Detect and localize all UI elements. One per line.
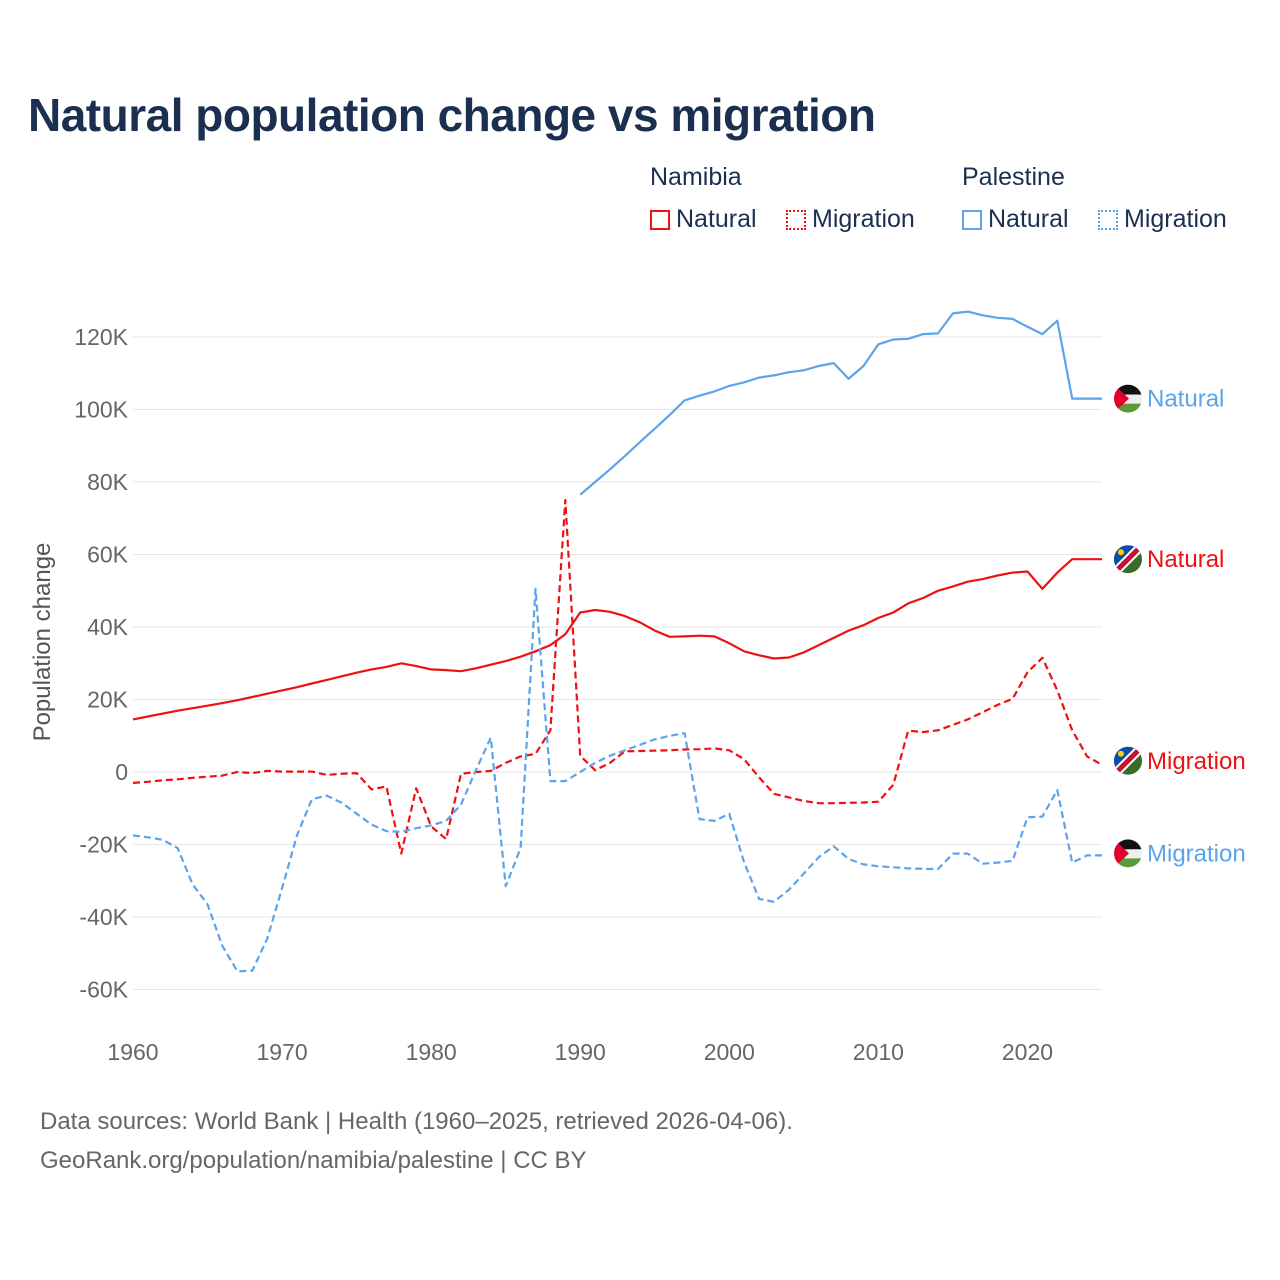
x-tick-label: 2000 [704,1039,755,1065]
footer-sources: Data sources: World Bank | Health (1960–… [40,1108,793,1135]
legend-swatch-dotted [786,209,806,230]
series-line-palestine-natural [579,310,1102,496]
x-tick-label: 1980 [406,1039,457,1065]
series-line-namibia-natural [132,558,1102,721]
flag-stripe [1114,858,1142,868]
legend-label: Natural [988,205,1069,233]
y-tick-label: 40K [87,614,129,640]
legend-namibia-natural[interactable]: Natural [650,205,757,234]
x-tick-label: 2020 [1002,1039,1053,1065]
flag-sun [1118,750,1124,757]
x-tick-label: 2010 [853,1039,904,1065]
y-axis-label: Population change [29,543,56,742]
flag-fill [1114,746,1142,775]
end-label: Migration [1147,840,1246,867]
y-tick-label: 100K [74,397,128,423]
y-tick-label: 0 [115,759,128,785]
flag-stripe [1114,839,1142,850]
y-tick-label: 80K [87,469,129,495]
series-line-namibia-migration [132,499,1103,855]
x-tick-label: 1970 [256,1039,307,1065]
flag-fill [1114,545,1142,574]
legend-label: Migration [1124,205,1227,233]
y-tick-label: 120K [74,324,128,350]
namibia-flag-icon [1114,545,1142,574]
series-line-palestine-migration [132,587,1102,973]
chart-title: Natural population change vs migration [28,89,876,141]
end-label: Migration [1147,748,1246,775]
legend-swatch-dotted [1098,209,1118,230]
legend-label: Migration [812,205,915,233]
y-tick-label: 60K [87,542,129,568]
x-tick-label: 1990 [555,1039,606,1065]
footer-attribution: GeoRank.org/population/namibia/palestine… [40,1147,587,1174]
legend-swatch-solid [650,209,670,230]
x-tick-label: 1960 [107,1039,158,1065]
y-tick-label: 20K [87,687,129,713]
flag-fill [1114,384,1142,413]
legend-swatch-solid [962,209,982,230]
y-tick-label: -60K [79,977,128,1003]
end-label: Natural [1147,546,1224,573]
legend-label: Natural [676,205,757,233]
legend-palestine-migration[interactable]: Migration [1098,205,1227,234]
flag-triangle [1114,839,1129,868]
y-tick-label: -40K [79,904,128,930]
legend-group-palestine: Palestine [962,163,1065,191]
y-tick-label: -20K [79,832,128,858]
flag-stripe [1114,403,1142,413]
flag-triangle [1114,384,1129,413]
legend-group-namibia: Namibia [650,163,742,191]
legend-namibia-migration[interactable]: Migration [786,205,915,234]
flag-fill [1114,839,1142,868]
flag-stripe [1114,384,1142,395]
palestine-flag-icon [1114,384,1142,413]
legend-palestine-natural[interactable]: Natural [962,205,1069,234]
flag-sun [1118,549,1124,556]
namibia-flag-icon [1114,746,1142,775]
end-label: Natural [1147,386,1224,413]
palestine-flag-icon [1114,839,1142,868]
